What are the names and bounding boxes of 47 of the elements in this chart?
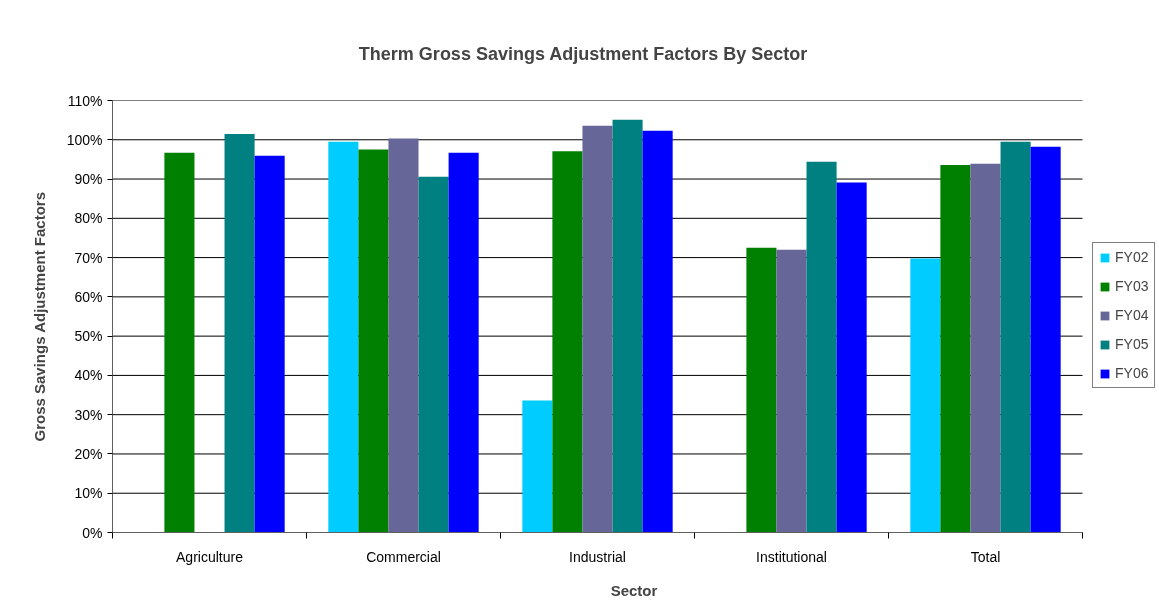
bar: [806, 161, 837, 533]
bar: [1000, 141, 1031, 533]
bar: [358, 149, 389, 533]
bar: [328, 141, 359, 533]
y-axis-title: Gross Savings Adjustment Factors: [30, 192, 48, 442]
bar: [254, 155, 285, 533]
bar: [388, 138, 419, 533]
x-tick-label: Institutional: [756, 548, 827, 565]
legend-label: FY06: [1115, 365, 1149, 381]
bar: [910, 258, 941, 533]
bar: [776, 249, 807, 533]
legend-label: FY03: [1115, 278, 1149, 294]
y-tick-label: 100%: [66, 131, 103, 148]
bar: [164, 152, 195, 533]
x-axis-title: Sector: [610, 581, 658, 599]
bar: [552, 151, 583, 533]
bar: [940, 164, 971, 533]
y-tick-label: 90%: [74, 171, 103, 188]
bar: [418, 176, 449, 533]
y-tick-label: 80%: [74, 210, 103, 227]
x-tick-label: Industrial: [569, 548, 626, 565]
bar: [642, 130, 673, 533]
bar: [1030, 146, 1061, 533]
chart-title: Therm Gross Savings Adjustment Factors By Sector: [358, 43, 808, 64]
bar: [224, 133, 255, 533]
y-tick-label: 20%: [74, 445, 103, 462]
y-tick-label: 110%: [67, 92, 103, 109]
y-tick-label: 10%: [74, 485, 103, 502]
bar: [522, 400, 553, 533]
bar: [746, 247, 777, 533]
legend-label: FY05: [1115, 336, 1149, 352]
bar: [448, 152, 479, 533]
x-tick-label: Commercial: [366, 548, 441, 565]
y-tick-label: 0%: [82, 524, 103, 541]
x-tick-label: Total: [970, 548, 1001, 565]
y-tick-label: 70%: [74, 249, 103, 266]
bar: [836, 182, 867, 533]
y-tick-label: 30%: [74, 406, 103, 423]
bar: [970, 163, 1001, 533]
legend-label: FY04: [1115, 307, 1149, 323]
y-tick-label: 60%: [74, 288, 103, 305]
bar: [582, 125, 613, 533]
bar: [612, 119, 643, 533]
x-tick-label: Agriculture: [176, 548, 244, 565]
y-tick-label: 40%: [74, 367, 103, 384]
legend-label: FY02: [1115, 249, 1149, 265]
y-tick-label: 50%: [74, 328, 103, 345]
